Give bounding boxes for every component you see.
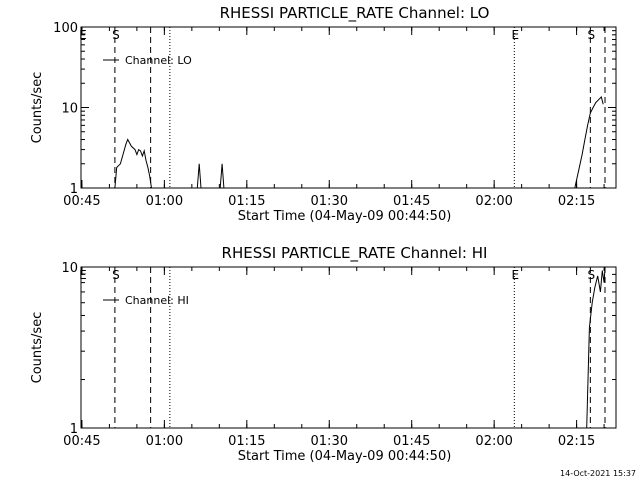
marker-label: E	[512, 28, 520, 42]
series-line	[219, 96, 604, 189]
chart-title: RHESSI PARTICLE_RATE Channel: LO	[220, 4, 490, 23]
marker-label: S	[112, 268, 120, 282]
y-tick-label: 1	[70, 422, 78, 437]
y-tick-label: 10	[61, 261, 78, 276]
y-tick-label: 10	[61, 102, 78, 117]
marker-label: E	[512, 268, 520, 282]
series-line	[586, 266, 606, 429]
x-tick-label: 02:00	[475, 194, 512, 209]
x-tick-label: 01:00	[146, 434, 183, 449]
x-tick-label: 01:45	[393, 434, 430, 449]
plot-frame	[80, 26, 617, 189]
marker-label: S	[112, 28, 120, 42]
legend-label: Channel: LO	[125, 54, 192, 67]
footer-timestamp: 14-Oct-2021 15:37	[560, 469, 636, 478]
y-tick-label: 100	[53, 21, 78, 36]
y-axis-label: Counts/sec	[30, 72, 45, 144]
x-tick-label: 00:45	[63, 434, 100, 449]
y-tick-label: 1	[70, 182, 78, 197]
x-axis-label: Start Time (04-May-09 00:44:50)	[238, 209, 452, 224]
x-tick-label: 02:15	[558, 434, 595, 449]
series-line	[114, 138, 152, 189]
x-axis-label: Start Time (04-May-09 00:44:50)	[238, 449, 452, 464]
x-tick-label: 00:45	[63, 194, 100, 209]
x-tick-label: 01:30	[311, 434, 348, 449]
x-tick-label: 02:15	[558, 194, 595, 209]
legend-label: Channel: HI	[125, 294, 189, 307]
y-axis-label: Counts/sec	[30, 312, 45, 384]
x-tick-label: 02:00	[475, 434, 512, 449]
series-line	[196, 163, 202, 189]
marker-label: S	[588, 268, 596, 282]
marker-label: S	[588, 28, 596, 42]
x-tick-label: 01:15	[228, 434, 265, 449]
plot-frame	[80, 266, 617, 429]
x-tick-label: 01:00	[146, 194, 183, 209]
chart-title: RHESSI PARTICLE_RATE Channel: HI	[222, 244, 488, 263]
x-tick-label: 01:15	[228, 194, 265, 209]
x-tick-label: 01:45	[393, 194, 430, 209]
x-tick-label: 01:30	[311, 194, 348, 209]
marker-label: E	[79, 28, 87, 42]
marker-label: E	[79, 268, 87, 282]
